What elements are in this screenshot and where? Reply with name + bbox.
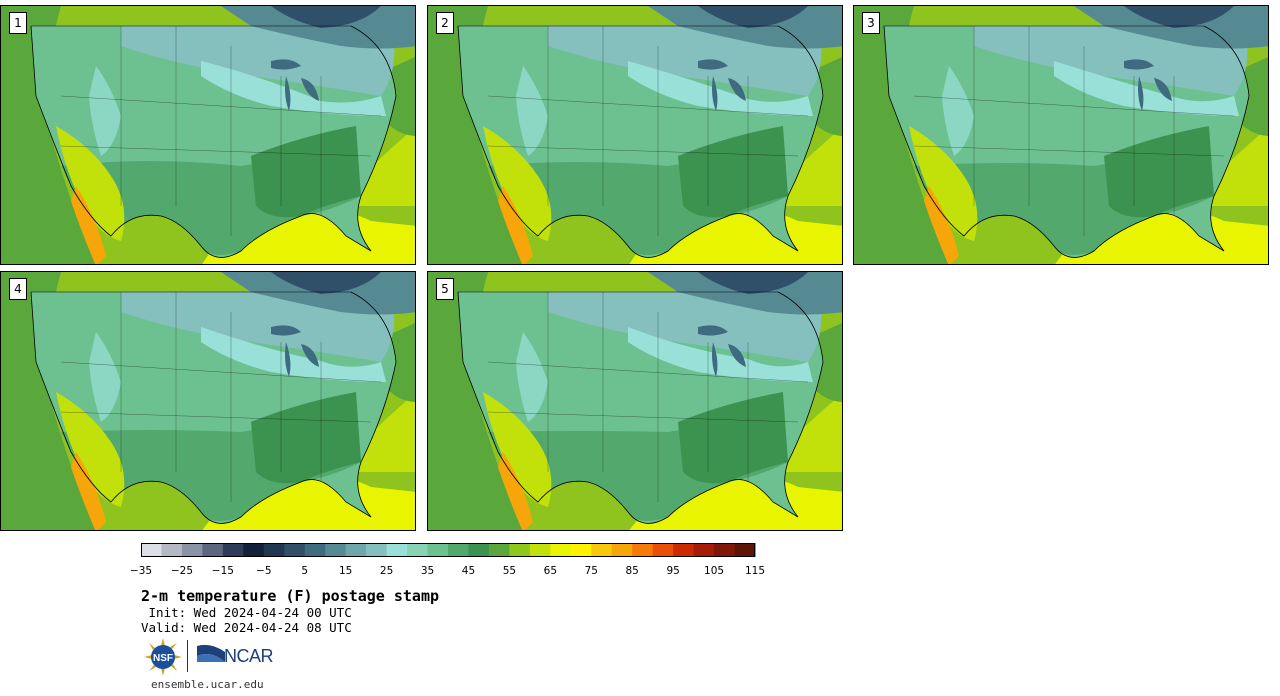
temperature-map-3 bbox=[854, 6, 1268, 264]
nsf-logo-icon: NSF bbox=[144, 638, 182, 676]
colorbar-swatch bbox=[591, 543, 613, 557]
colorbar-tick-label: 115 bbox=[745, 565, 765, 577]
colorbar-swatch bbox=[693, 543, 715, 557]
colorbar-tick-label: 95 bbox=[666, 565, 679, 577]
colorbar-swatch bbox=[304, 543, 326, 557]
colorbar-swatch bbox=[488, 543, 510, 557]
colorbar-swatch bbox=[284, 543, 306, 557]
colorbar-swatch bbox=[161, 543, 183, 557]
colorbar-swatch bbox=[141, 543, 162, 557]
colorbar-swatch bbox=[734, 543, 756, 557]
colorbar-tick-label: 75 bbox=[585, 565, 598, 577]
nsf-logo-text: NSF bbox=[153, 653, 173, 664]
member-panel-1: 1 bbox=[0, 5, 416, 265]
colorbar-swatch bbox=[366, 543, 388, 557]
figure-title: 2-m temperature (F) postage stamp bbox=[141, 587, 440, 605]
logo-separator bbox=[187, 640, 188, 672]
member-panel-5: 5 bbox=[427, 271, 843, 531]
colorbar-swatch bbox=[509, 543, 531, 557]
footer-url[interactable]: ensemble.ucar.edu bbox=[151, 678, 264, 691]
colorbar-tick-label: −35 bbox=[130, 565, 152, 577]
colorbar-swatch bbox=[345, 543, 367, 557]
member-panel-4: 4 bbox=[0, 271, 416, 531]
colorbar-swatch bbox=[550, 543, 572, 557]
colorbar-tick-label: 25 bbox=[380, 565, 393, 577]
colorbar-swatch bbox=[611, 543, 633, 557]
colorbar-swatch bbox=[263, 543, 285, 557]
temperature-map-2 bbox=[428, 6, 842, 264]
colorbar-tick-label: 5 bbox=[301, 565, 308, 577]
init-time: Init: Wed 2024-04-24 00 UTC bbox=[141, 605, 352, 620]
temperature-map-1 bbox=[1, 6, 415, 264]
colorbar-swatch bbox=[181, 543, 203, 557]
panel-label: 1 bbox=[9, 12, 27, 34]
colorbar-swatch bbox=[243, 543, 265, 557]
colorbar-swatch bbox=[386, 543, 408, 557]
colorbar-swatch bbox=[714, 543, 736, 557]
ncar-logo-text: NCAR bbox=[224, 646, 274, 666]
colorbar-swatch bbox=[468, 543, 490, 557]
ncar-logo-icon bbox=[197, 644, 225, 662]
colorbar-swatch bbox=[325, 543, 347, 557]
panel-label: 2 bbox=[436, 12, 454, 34]
colorbar-tick-label: 85 bbox=[626, 565, 639, 577]
colorbar-swatch bbox=[202, 543, 224, 557]
colorbar-swatch bbox=[673, 543, 695, 557]
colorbar-tick-label: 65 bbox=[544, 565, 557, 577]
temperature-colorbar: −35 −25 −15 −5 5 15 25 35 45 55 65 75 85 95 105 115 bbox=[130, 543, 765, 577]
colorbar-tick-label: 105 bbox=[704, 565, 724, 577]
colorbar-tick-label: −15 bbox=[212, 565, 234, 577]
panel-label: 4 bbox=[9, 278, 27, 300]
temperature-map-4 bbox=[1, 272, 415, 530]
member-panel-3: 3 bbox=[853, 5, 1269, 265]
colorbar-swatch bbox=[652, 543, 674, 557]
colorbar-tick-label: −5 bbox=[256, 565, 271, 577]
colorbar-tick-label: 45 bbox=[462, 565, 475, 577]
colorbar-border bbox=[141, 543, 755, 557]
temperature-map-5 bbox=[428, 272, 842, 530]
panel-label: 5 bbox=[436, 278, 454, 300]
panel-label: 3 bbox=[862, 12, 880, 34]
colorbar-tick-label: 35 bbox=[421, 565, 434, 577]
colorbar-swatch bbox=[222, 543, 244, 557]
colorbar-swatch bbox=[529, 543, 551, 557]
member-panel-2: 2 bbox=[427, 5, 843, 265]
colorbar-tick-label: −25 bbox=[171, 565, 193, 577]
colorbar-swatch bbox=[632, 543, 654, 557]
colorbar-swatch bbox=[448, 543, 469, 557]
colorbar-tick-label: 15 bbox=[339, 565, 352, 577]
colorbar-swatch bbox=[427, 543, 449, 557]
colorbar-tick-label: 55 bbox=[503, 565, 516, 577]
colorbar-swatch bbox=[570, 543, 592, 557]
valid-time: Valid: Wed 2024-04-24 08 UTC bbox=[141, 620, 352, 635]
colorbar-swatch bbox=[407, 543, 429, 557]
